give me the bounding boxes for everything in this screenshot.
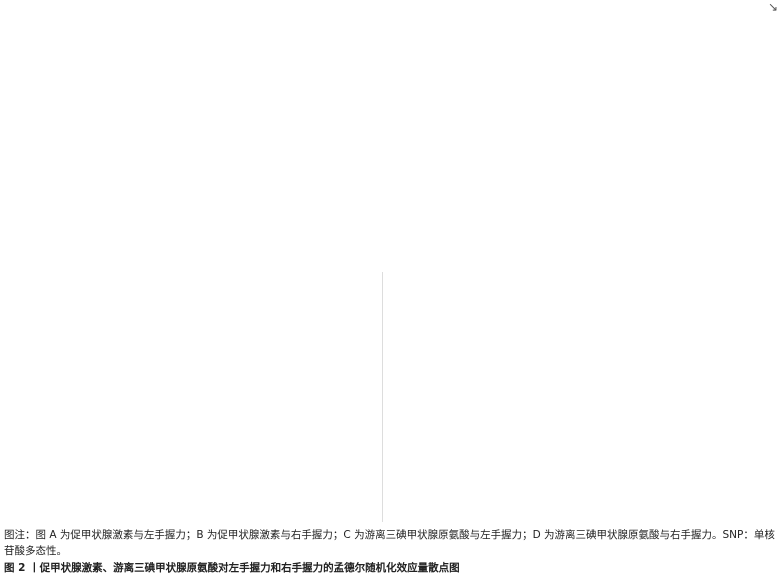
chart-b	[385, 0, 775, 270]
panel-d	[385, 268, 775, 523]
figure-caption: 图注：图 A 为促甲状腺激素与左手握力；B 为促甲状腺激素与右手握力；C 为游离…	[4, 527, 776, 576]
panel-a	[0, 0, 390, 270]
panel-divider	[382, 272, 383, 522]
panel-c	[0, 268, 390, 523]
caption-figure-title: 图 2 丨促甲状腺激素、游离三碘甲状腺原氨酸对左手握力和右手握力的孟德尔随机化效…	[4, 562, 460, 574]
caption-note: 图注：图 A 为促甲状腺激素与左手握力；B 为促甲状腺激素与右手握力；C 为游离…	[4, 529, 775, 557]
corner-arrow-icon: ↘	[767, 0, 778, 14]
chart-a	[0, 0, 390, 270]
chart-d	[385, 268, 775, 523]
panel-b	[385, 0, 775, 270]
chart-c	[0, 268, 390, 523]
